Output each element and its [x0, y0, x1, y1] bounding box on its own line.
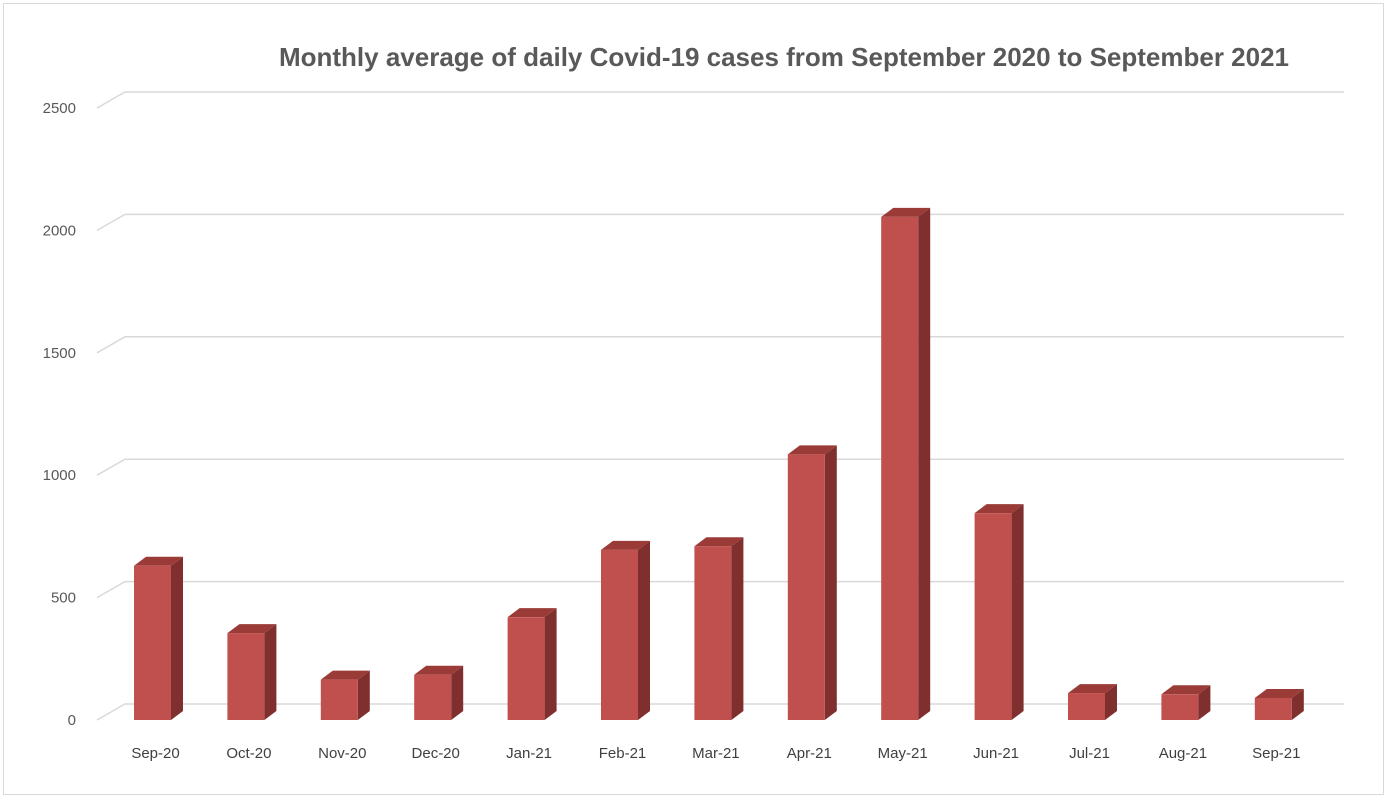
bar-top	[414, 665, 464, 675]
gridline	[96, 91, 1344, 109]
chart-title: Monthly average of daily Covid-19 cases …	[279, 42, 1289, 72]
bar-top	[320, 670, 370, 680]
bar-front	[787, 454, 825, 720]
bar-front	[1254, 697, 1292, 720]
gridline	[96, 213, 1344, 232]
bar-top	[787, 445, 837, 455]
bar-top	[507, 608, 557, 618]
bar-side	[451, 665, 464, 720]
x-tick-label: Oct-20	[226, 745, 271, 762]
bar	[1068, 684, 1117, 720]
x-tick-label: Feb-21	[599, 745, 647, 762]
bar-front	[881, 216, 919, 720]
bar-top	[974, 504, 1024, 514]
bars	[134, 207, 1304, 720]
bar	[974, 504, 1024, 720]
bar-top	[881, 207, 931, 217]
x-tick-label: Sep-20	[131, 745, 179, 762]
bar	[507, 608, 557, 720]
bar	[787, 445, 837, 720]
bar-side	[1198, 685, 1211, 720]
y-tick-label: 2500	[43, 100, 76, 117]
bar-top	[1068, 684, 1117, 694]
gridline	[96, 703, 1344, 721]
bar	[320, 670, 370, 720]
bar	[601, 540, 650, 720]
bar-front	[414, 674, 452, 720]
x-tick-label: Apr-21	[787, 745, 832, 762]
bar-front	[507, 617, 545, 720]
y-tick-label: 2000	[43, 222, 76, 239]
bar-side	[1011, 504, 1024, 720]
bar-side	[171, 556, 183, 720]
x-tick-label: May-21	[878, 745, 928, 762]
x-tick-label: Nov-20	[318, 745, 366, 762]
bar-front	[227, 633, 265, 720]
gridline	[96, 580, 1344, 599]
chart-frame: Monthly average of daily Covid-19 cases …	[3, 3, 1384, 795]
bar-top	[601, 540, 650, 550]
bar-chart: Monthly average of daily Covid-19 cases …	[43, 42, 1344, 762]
y-tick-label: 0	[68, 712, 76, 729]
x-axis-category-labels: Sep-20 Oct-20 Nov-20 Dec-20 Jan-21 Feb-21 Mar-…	[131, 745, 1300, 762]
bar-front	[694, 546, 732, 720]
gridline	[96, 458, 1344, 476]
bar	[1161, 685, 1211, 720]
bar-side	[264, 624, 277, 720]
bar	[134, 556, 183, 720]
y-axis-tick-labels: 0 500 1000 1500 2000 2500	[43, 100, 76, 729]
bar-top	[134, 556, 183, 566]
bar-top	[1254, 688, 1304, 698]
bar-front	[601, 549, 638, 720]
bar-side	[1291, 688, 1304, 720]
x-tick-label: Dec-20	[412, 745, 460, 762]
y-tick-label: 1500	[43, 345, 76, 362]
bar-side	[824, 445, 837, 720]
bar	[414, 665, 464, 720]
x-tick-label: Sep-21	[1252, 745, 1300, 762]
y-tick-label: 500	[51, 590, 76, 607]
bar-side	[638, 540, 650, 720]
x-tick-label: Aug-21	[1159, 745, 1207, 762]
bar-front	[320, 679, 358, 720]
bar-side	[731, 537, 744, 720]
x-tick-label: Jan-21	[506, 745, 552, 762]
bar-top	[694, 537, 744, 547]
bar-side	[544, 608, 557, 720]
gridline	[96, 336, 1344, 354]
bar	[227, 624, 277, 720]
bar-side	[357, 670, 370, 720]
bar	[881, 207, 931, 720]
bar	[694, 537, 744, 720]
bar-front	[974, 513, 1012, 720]
x-tick-label: Jun-21	[973, 745, 1019, 762]
gridlines	[96, 91, 1344, 721]
bar-front	[134, 565, 171, 720]
x-tick-label: Mar-21	[692, 745, 740, 762]
x-tick-label: Jul-21	[1069, 745, 1110, 762]
y-tick-label: 1000	[43, 467, 76, 484]
bar-front	[1161, 694, 1199, 720]
bar	[1254, 688, 1304, 720]
bar-side	[918, 207, 931, 720]
bar-front	[1068, 693, 1105, 720]
bar-side	[1105, 684, 1117, 720]
bar-top	[227, 624, 277, 634]
bar-top	[1161, 685, 1211, 695]
